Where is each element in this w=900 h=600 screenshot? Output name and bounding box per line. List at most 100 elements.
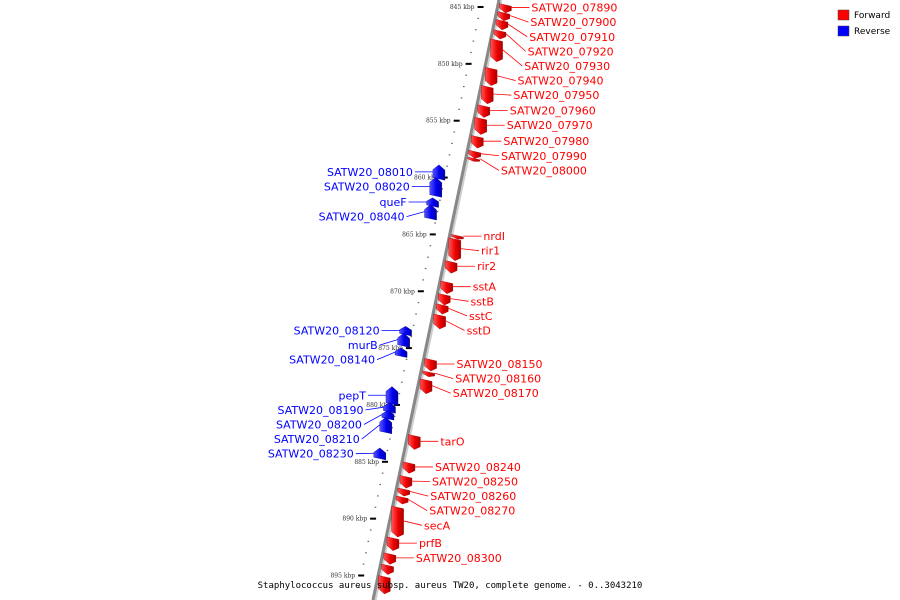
minor-tick: [424, 267, 427, 270]
reverse-gene-block: [394, 347, 408, 358]
minor-tick: [434, 222, 436, 224]
forward-gene-block: [468, 150, 481, 159]
minor-tick: [472, 40, 475, 42]
gene-label: SATW20_07970: [507, 119, 593, 132]
gene-leader-line: [448, 307, 468, 317]
minor-tick: [422, 279, 425, 281]
major-tick: [477, 6, 484, 8]
gene-label: sstC: [469, 310, 493, 323]
gene-label: SATW20_08270: [429, 505, 515, 518]
gene-label: queF: [380, 196, 407, 209]
gene-label: SATW20_08230: [268, 448, 354, 461]
major-tick: [405, 347, 412, 350]
reverse-gene-block: [373, 447, 387, 461]
legend-forward-label: Forward: [854, 11, 890, 21]
gene-leader-line: [376, 351, 396, 361]
gene-label: SATW20_07940: [518, 75, 604, 88]
reverse-gene-block: [381, 410, 395, 421]
forward-gene-block: [471, 135, 484, 149]
legend-reverse-swatch: [837, 25, 850, 37]
gene-leader-line: [505, 33, 526, 52]
gene-label: SATW20_08200: [276, 418, 362, 431]
minor-tick: [439, 199, 441, 201]
gene-leader-line: [365, 406, 384, 411]
gene-label: SATW20_08240: [435, 461, 521, 474]
gene-leader-line: [407, 498, 428, 512]
forward-gene-block: [408, 434, 421, 450]
minor-tick: [470, 51, 472, 54]
gene-label: sstD: [467, 325, 491, 338]
forward-gene-block: [497, 11, 510, 22]
gene-leader-line: [363, 414, 383, 425]
gene-leader-line: [445, 320, 465, 331]
gene-label: SATW20_08010: [327, 166, 413, 179]
minor-tick: [388, 438, 391, 440]
minor-tick: [391, 427, 393, 429]
gene-label: SATW20_08160: [455, 373, 541, 386]
minor-tick: [458, 108, 460, 110]
gene-label: rir2: [477, 260, 496, 273]
gene-label: SATW20_08120: [294, 324, 380, 337]
forward-gene-block: [438, 293, 451, 306]
forward-gene-block: [467, 156, 480, 162]
reverse-gene-track: SATW20_08010 SATW20_08020 queF SATW20_08040…: [268, 164, 446, 461]
gene-label: SATW20_08150: [457, 358, 543, 371]
gene-label: SATW20_08170: [453, 387, 539, 400]
kbp-label: 855 kbp: [426, 118, 451, 125]
minor-tick: [417, 302, 420, 304]
gene-leader-line: [403, 520, 423, 526]
forward-gene-block: [424, 358, 437, 372]
major-tick: [417, 290, 424, 293]
kbp-label: 895 kbp: [330, 573, 355, 580]
forward-gene-block: [436, 303, 449, 315]
gene-label: SATW20_08000: [501, 164, 587, 177]
minor-tick: [381, 472, 384, 474]
gene-label: secA: [424, 519, 451, 532]
gene-label: SATW20_07980: [503, 135, 589, 148]
kbp-label: 865 kbp: [402, 231, 427, 238]
minor-tick: [403, 370, 405, 372]
gene-leader-line: [509, 15, 529, 23]
gene-leader-line: [361, 424, 381, 440]
map-caption: Staphylococcus aureus subsp. aureus TW20…: [258, 581, 643, 591]
gene-label: SATW20_08260: [430, 490, 516, 503]
gene-leader-line: [450, 298, 469, 302]
reverse-gene-block: [426, 197, 439, 208]
minor-tick: [427, 256, 429, 258]
kbp-label: 880 kbp: [366, 402, 391, 409]
gene-label: pepT: [339, 389, 367, 402]
gene-leader-line: [507, 23, 528, 38]
gene-leader-line: [480, 153, 499, 157]
forward-gene-block: [433, 313, 446, 330]
minor-tick: [400, 381, 403, 383]
gene-label: SATW20_07920: [528, 45, 614, 58]
kbp-label: 860 kbp: [414, 175, 439, 182]
forward-gene-block: [440, 280, 453, 294]
forward-gene-block: [493, 29, 507, 40]
minor-tick: [386, 449, 389, 452]
gene-label: rir1: [481, 245, 500, 258]
kbp-label: 845 kbp: [450, 4, 475, 11]
forward-gene-block: [451, 234, 464, 240]
kbp-label: 850 kbp: [438, 61, 463, 68]
gene-label: SATW20_08190: [278, 404, 364, 417]
gene-leader-line: [460, 248, 480, 252]
gene-label: SATW20_07990: [501, 150, 587, 163]
reverse-gene-block: [432, 164, 446, 181]
reverse-gene-block: [379, 417, 392, 434]
gene-leader-line: [496, 75, 516, 81]
legend: Forward Reverse: [837, 9, 891, 37]
minor-tick: [446, 165, 448, 167]
minor-tick: [463, 85, 465, 88]
gene-label: SATW20_08300: [416, 552, 502, 565]
minor-tick: [367, 540, 370, 542]
legend-forward-swatch: [837, 9, 850, 21]
legend-reverse-label: Reverse: [854, 27, 891, 37]
minor-tick: [405, 358, 408, 361]
reverse-gene-block: [429, 177, 443, 198]
forward-gene-block: [378, 575, 391, 595]
forward-gene-block: [490, 38, 503, 62]
forward-gene-block: [397, 487, 411, 497]
minor-tick: [453, 131, 456, 133]
